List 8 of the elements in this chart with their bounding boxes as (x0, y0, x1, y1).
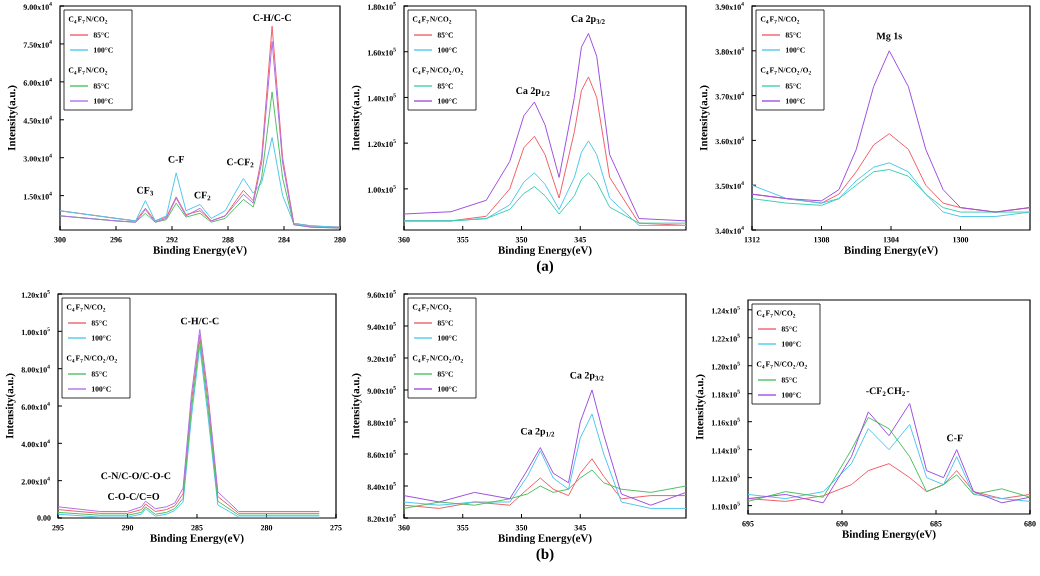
line-series (404, 458, 686, 509)
line-series (404, 389, 686, 506)
line-series (404, 469, 686, 509)
line-series (404, 413, 686, 509)
line-series (748, 463, 1031, 502)
line-series (752, 50, 1031, 213)
line-series (404, 32, 686, 222)
line-series (404, 172, 686, 224)
